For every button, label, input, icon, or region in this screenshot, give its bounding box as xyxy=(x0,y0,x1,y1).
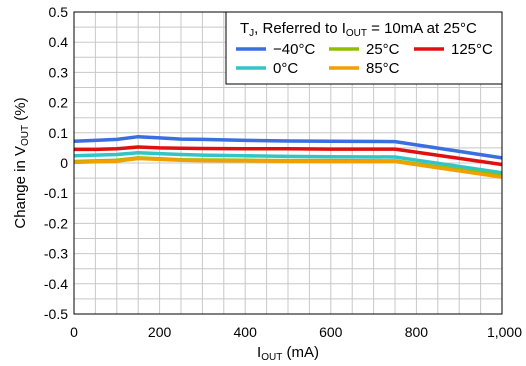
y-tick-label: 0.5 xyxy=(49,4,69,20)
legend-title: TJ, Referred to IOUT = 10mA at 25°C xyxy=(240,20,477,39)
x-tick-label: 800 xyxy=(405,324,429,340)
y-tick-label: -0.4 xyxy=(44,276,68,292)
legend-label: 85°C xyxy=(366,60,400,77)
x-tick-label: 1,000 xyxy=(487,324,522,340)
y-tick-labels: 0.5 0.4 0.3 0.2 0.1 0 -0.1 -0.2 -0.3 -0.4 -0.5 xyxy=(44,4,68,322)
series-line xyxy=(73,156,503,179)
x-axis-label: IOUT (mA) xyxy=(257,344,319,363)
y-tick-label: -0.2 xyxy=(44,215,68,231)
x-tick-label: 0 xyxy=(70,324,78,340)
y-axis-label: Change in VOUT (%) xyxy=(12,97,31,228)
series-line xyxy=(73,134,503,160)
legend-items: −40°C 25°C 125°C 0°C 85°C xyxy=(236,41,493,77)
y-tick-label: -0.1 xyxy=(44,185,68,201)
x-tick-label: 200 xyxy=(148,324,172,340)
legend: TJ, Referred to IOUT = 10mA at 25°C −40°… xyxy=(225,11,503,85)
y-tick-label: 0.2 xyxy=(49,95,69,111)
series-line xyxy=(73,150,503,175)
legend-box xyxy=(225,11,503,85)
x-tick-labels: 0 200 400 600 800 1,000 xyxy=(70,324,522,340)
legend-label: 0°C xyxy=(273,60,298,77)
y-tick-label: 0 xyxy=(60,155,68,171)
series-layer xyxy=(73,134,503,179)
legend-label: 25°C xyxy=(366,41,400,58)
y-tick-label: 0.4 xyxy=(49,34,69,50)
y-tick-label: -0.5 xyxy=(44,306,68,322)
y-tick-label: 0.1 xyxy=(49,125,69,141)
series-line xyxy=(74,145,503,167)
legend-label: −40°C xyxy=(273,41,315,58)
legend-label: 125°C xyxy=(451,41,493,58)
x-tick-label: 400 xyxy=(234,324,258,340)
y-tick-label: -0.3 xyxy=(44,246,68,262)
x-tick-label: 600 xyxy=(319,324,343,340)
y-tick-label: 0.3 xyxy=(49,64,69,80)
